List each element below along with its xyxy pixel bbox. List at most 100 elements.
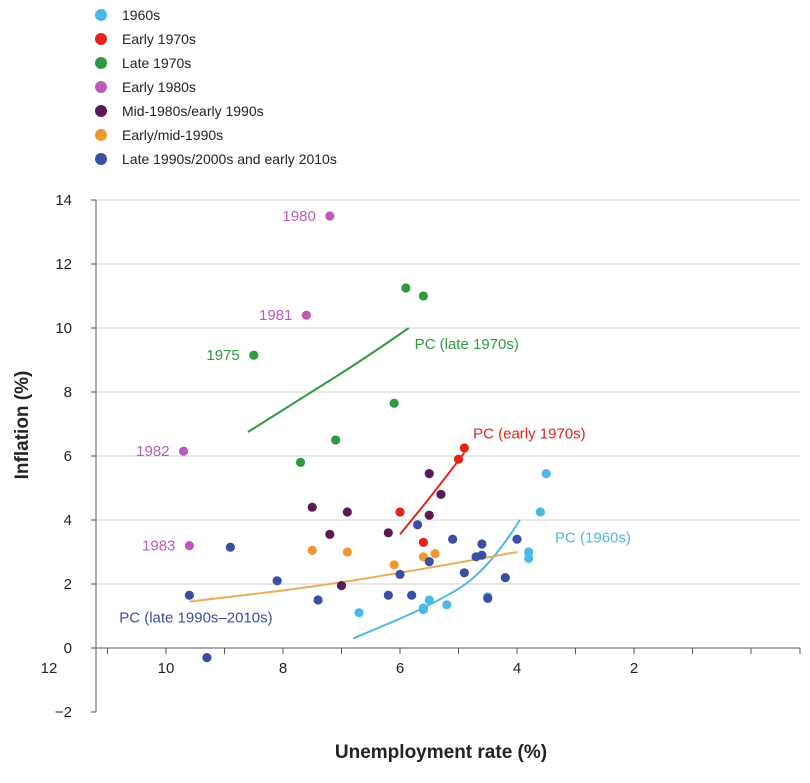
data-point: [418, 537, 428, 548]
curve-label: PC (1960s): [555, 529, 631, 546]
legend-marker: [95, 129, 107, 141]
data-point: [483, 593, 493, 604]
phillips-curves: [189, 327, 521, 640]
data-point: [424, 557, 434, 567]
gridlines: [96, 199, 800, 585]
data-point: [448, 534, 458, 544]
legend-marker: [95, 9, 107, 21]
axes: 14 12 10 8 6 4 2 0 −2 12 10 8 6 4 2: [41, 192, 801, 721]
data-point: [383, 528, 393, 538]
data-point: [395, 569, 405, 580]
y-tick-label: 6: [64, 448, 72, 465]
curve-label: PC (late 1970s): [415, 336, 519, 353]
data-point: [313, 595, 323, 605]
data-point: [500, 573, 510, 583]
data-point: [524, 547, 534, 557]
data-point: [307, 545, 317, 556]
data-point: [342, 547, 352, 557]
data-point: [272, 576, 282, 586]
x-tick-label: 10: [158, 660, 175, 677]
phillips-curve: [247, 327, 410, 433]
data-point: [325, 211, 335, 221]
legend-marker: [95, 81, 107, 93]
y-tick-label: 8: [64, 384, 72, 401]
data-point: [442, 600, 452, 610]
x-tick-label: 4: [513, 660, 521, 677]
y-tick-label: 12: [55, 256, 72, 273]
data-point: [512, 534, 522, 544]
annotations: PC (late 1970s) PC (early 1970s) PC (1960s…: [119, 208, 631, 626]
data-point: [331, 435, 341, 445]
data-point: [184, 541, 194, 551]
data-point: [184, 590, 194, 600]
data-point: [301, 310, 311, 320]
year-label: 1982: [136, 443, 169, 460]
data-point: [383, 590, 393, 600]
legend-marker: [95, 33, 107, 45]
data-point: [418, 291, 428, 301]
data-point: [342, 507, 352, 517]
x-axis-title: Unemployment rate (%): [335, 742, 547, 763]
legend: 1960s Early 1970s Late 1970s Early 1980s Mid…: [95, 7, 337, 167]
legend-label: Early/mid-1990s: [122, 127, 223, 143]
data-point: [178, 446, 189, 456]
data-point: [459, 568, 469, 578]
data-point: [524, 553, 534, 564]
legend-label: Late 1970s: [122, 55, 191, 71]
data-point: [202, 653, 212, 663]
legend-label: Mid-1980s/early 1990s: [122, 103, 264, 119]
data-point: [407, 590, 417, 600]
x-tick-label: 2: [630, 660, 638, 677]
data-point: [401, 283, 411, 293]
data-point: [459, 443, 469, 453]
curve-label: PC (late 1990s–2010s): [119, 609, 272, 626]
data-point: [477, 550, 487, 560]
y-tick-label: 14: [55, 192, 72, 209]
legend-marker: [95, 57, 107, 69]
phillips-curve: [189, 551, 518, 603]
data-point: [412, 520, 423, 530]
phillips-curve: [352, 519, 521, 640]
data-point: [354, 608, 364, 618]
x-tick-label: 12: [41, 660, 58, 677]
legend-label: Early 1970s: [122, 31, 196, 47]
data-point: [389, 560, 399, 570]
y-tick-label: 0: [64, 640, 72, 657]
data-point: [389, 398, 399, 408]
y-tick-label: 2: [64, 576, 72, 593]
data-point: [436, 489, 446, 499]
legend-label: 1960s: [122, 7, 160, 23]
year-label: 1983: [142, 538, 175, 555]
data-point: [535, 507, 546, 517]
data-point: [225, 542, 235, 552]
data-point: [424, 469, 434, 479]
data-point: [295, 457, 306, 467]
x-tick-label: 6: [396, 660, 404, 677]
legend-label: Early 1980s: [122, 79, 196, 95]
data-point: [395, 507, 405, 517]
year-label: 1975: [206, 347, 239, 364]
y-tick-label: 10: [55, 320, 72, 337]
data-point: [430, 549, 440, 559]
x-tick-label: 8: [279, 660, 287, 677]
legend-marker: [95, 153, 107, 165]
data-point: [424, 595, 434, 605]
data-point: [249, 350, 259, 360]
data-point: [424, 510, 434, 520]
data-point: [418, 605, 428, 615]
data-point: [307, 502, 317, 512]
legend-marker: [95, 105, 107, 117]
year-label: 1980: [282, 208, 315, 225]
year-label: 1981: [259, 307, 292, 324]
y-tick-label: 4: [64, 512, 72, 529]
data-point: [477, 539, 487, 549]
y-tick-label: −2: [55, 704, 72, 721]
data-point: [541, 469, 551, 479]
curve-label: PC (early 1970s): [473, 425, 586, 442]
phillips-curve: [399, 452, 466, 536]
y-axis-title: Inflation (%): [12, 371, 33, 480]
data-points: [178, 211, 551, 663]
data-point: [453, 454, 464, 464]
data-point: [325, 529, 335, 540]
